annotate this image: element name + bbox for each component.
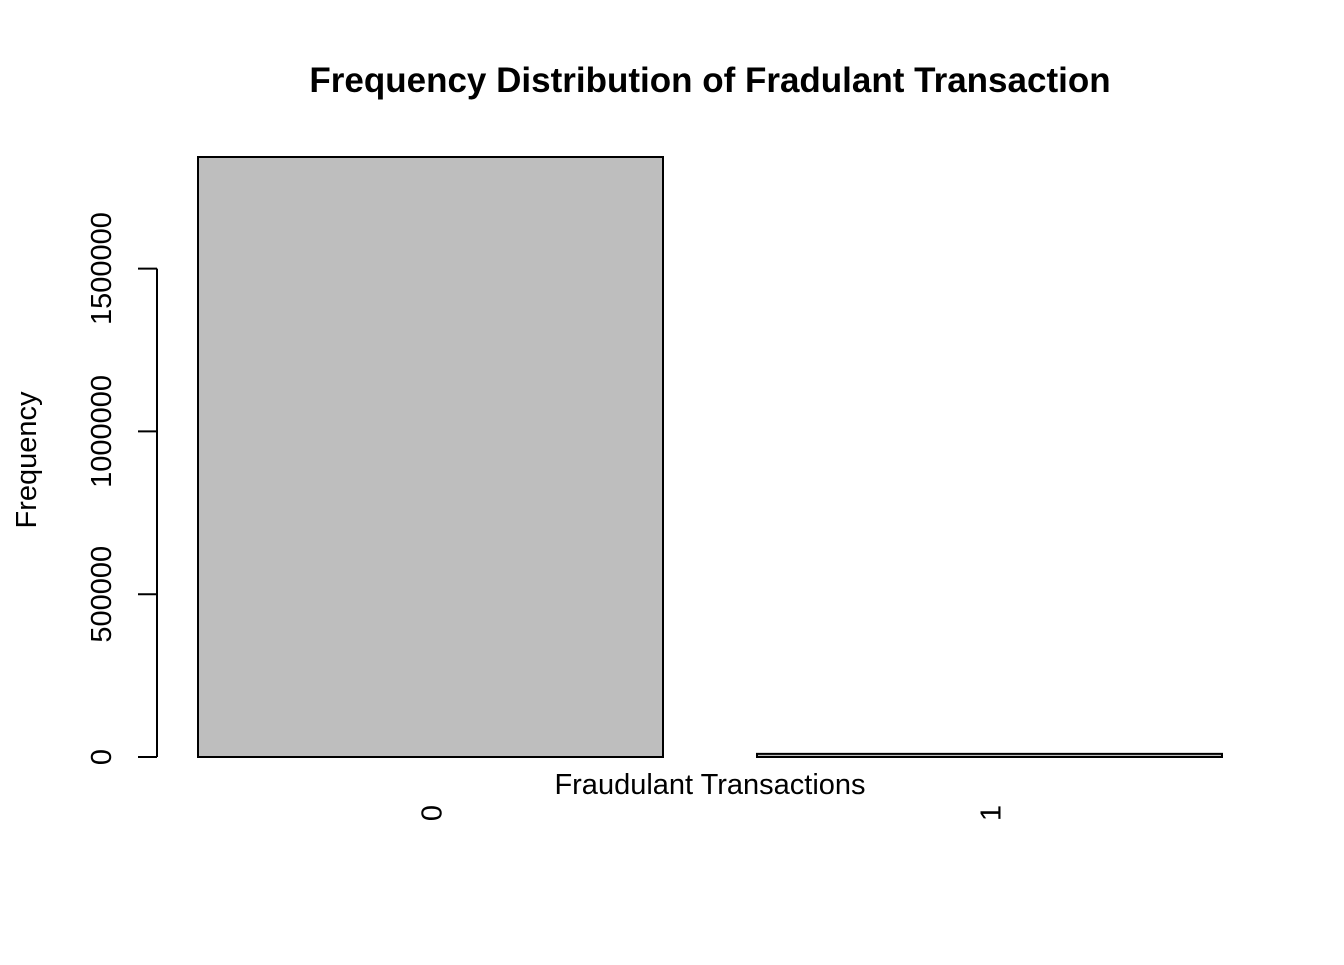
- y-axis-label: Frequency: [11, 391, 43, 529]
- chart-title: Frequency Distribution of Fradulant Tran…: [309, 61, 1110, 100]
- x-tick-label-0: 0: [417, 805, 449, 821]
- x-tick-label-1: 1: [976, 805, 1008, 821]
- bars-group: [197, 156, 1223, 758]
- y-tick-label-0: 0: [86, 749, 118, 765]
- y-axis: 0 500000 1000000 1500000: [86, 212, 158, 765]
- bar-0: [197, 156, 664, 758]
- x-axis-label: Fraudulant Transactions: [554, 769, 865, 801]
- y-tick-label-1500000: 1500000: [86, 212, 118, 325]
- y-tick-label-1000000: 1000000: [86, 375, 118, 488]
- bar-1: [756, 752, 1223, 758]
- y-tick-label-500000: 500000: [86, 546, 118, 643]
